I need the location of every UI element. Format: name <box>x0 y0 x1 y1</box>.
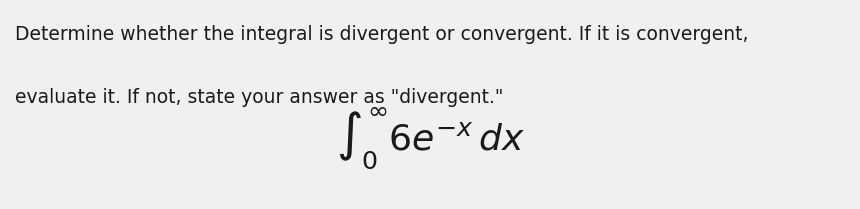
Text: Determine whether the integral is divergent or convergent. If it is convergent,: Determine whether the integral is diverg… <box>15 25 749 44</box>
Text: $\int_0^{\infty} 6e^{-x}\,dx$: $\int_0^{\infty} 6e^{-x}\,dx$ <box>335 106 525 171</box>
Text: evaluate it. If not, state your answer as "divergent.": evaluate it. If not, state your answer a… <box>15 88 504 107</box>
